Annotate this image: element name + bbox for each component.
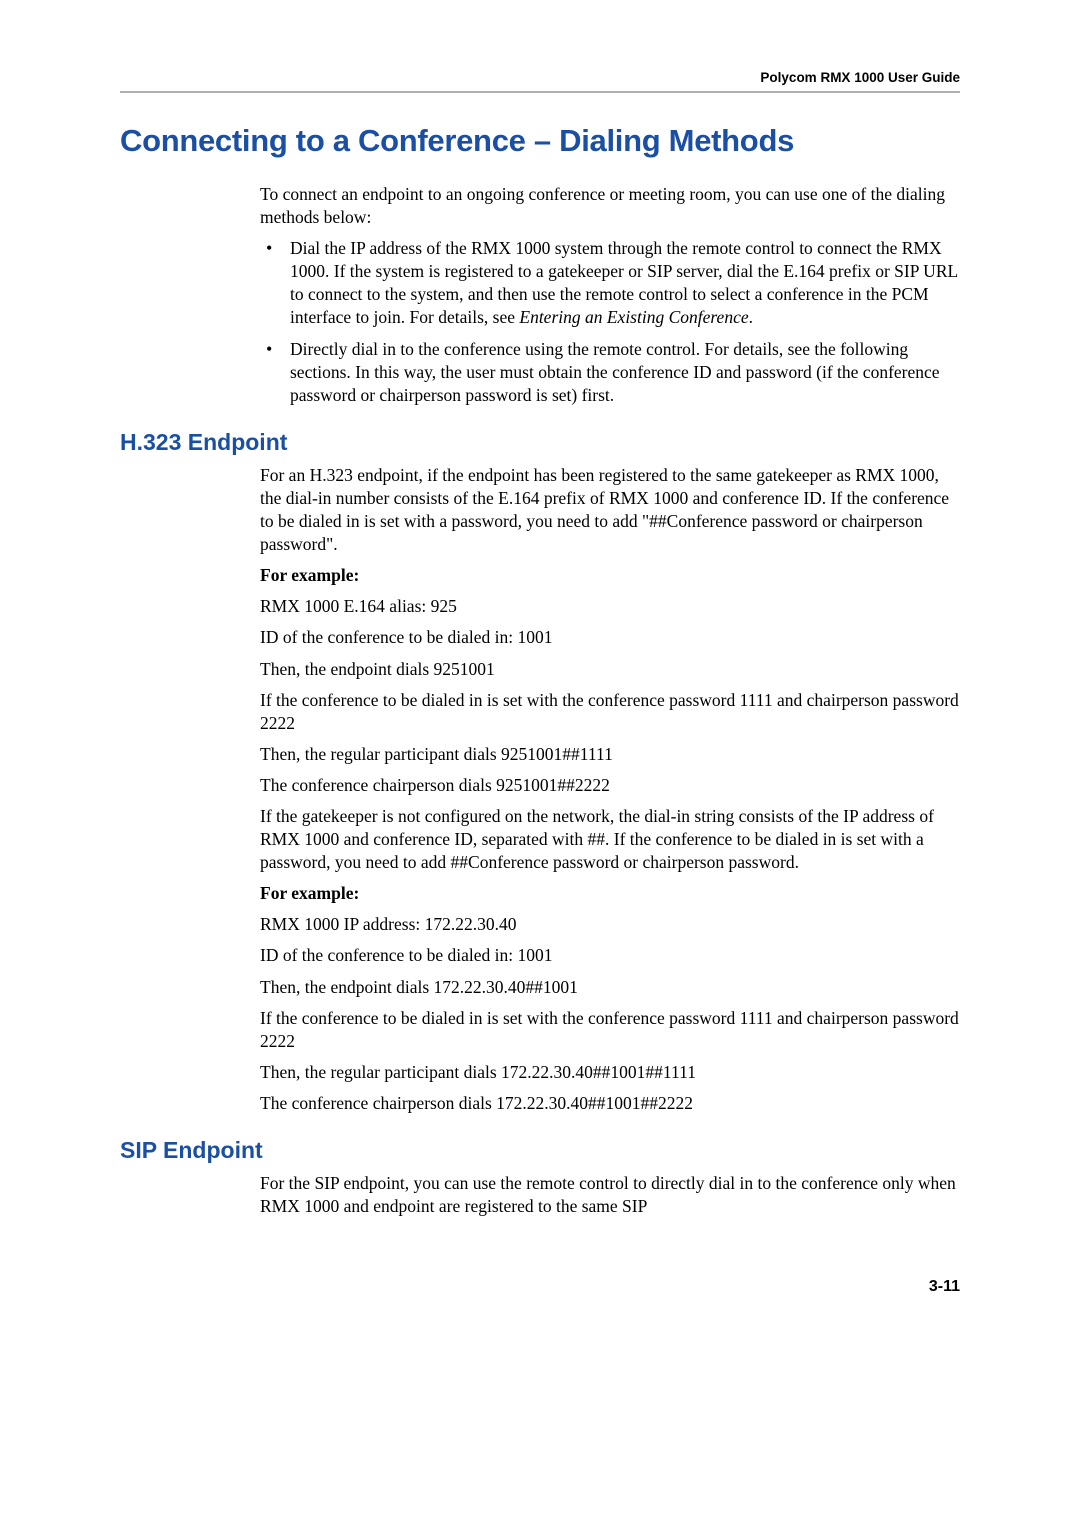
methods-list: Dial the IP address of the RMX 1000 syst… [260, 237, 960, 407]
example-line: RMX 1000 IP address: 172.22.30.40 [260, 913, 960, 936]
example-line: ID of the conference to be dialed in: 10… [260, 626, 960, 649]
example-label: For example: [260, 564, 960, 587]
example-line: If the conference to be dialed in is set… [260, 689, 960, 735]
example-line: Then, the regular participant dials 172.… [260, 1061, 960, 1084]
example-line: Then, the endpoint dials 172.22.30.40##1… [260, 976, 960, 999]
list-item: Directly dial in to the conference using… [260, 338, 960, 407]
example-line: The conference chairperson dials 172.22.… [260, 1092, 960, 1115]
h323-block: For an H.323 endpoint, if the endpoint h… [260, 464, 960, 1115]
example-line: Then, the regular participant dials 9251… [260, 743, 960, 766]
bullet1-text-part2: . [749, 307, 753, 327]
example-line: RMX 1000 E.164 alias: 925 [260, 595, 960, 618]
h323-no-gatekeeper: If the gatekeeper is not configured on t… [260, 805, 960, 874]
bullet1-reference: Entering an Existing Conference [519, 307, 748, 327]
example-label: For example: [260, 882, 960, 905]
example-line: ID of the conference to be dialed in: 10… [260, 944, 960, 967]
example-line: The conference chairperson dials 9251001… [260, 774, 960, 797]
page-title: Connecting to a Conference – Dialing Met… [120, 123, 960, 159]
example-line: Then, the endpoint dials 9251001 [260, 658, 960, 681]
intro-block: To connect an endpoint to an ongoing con… [260, 183, 960, 407]
list-item: Dial the IP address of the RMX 1000 syst… [260, 237, 960, 329]
h323-intro: For an H.323 endpoint, if the endpoint h… [260, 464, 960, 556]
sip-section-title: SIP Endpoint [120, 1137, 960, 1164]
intro-paragraph: To connect an endpoint to an ongoing con… [260, 183, 960, 229]
example-line: If the conference to be dialed in is set… [260, 1007, 960, 1053]
header-guide-label: Polycom RMX 1000 User Guide [120, 70, 960, 91]
sip-paragraph: For the SIP endpoint, you can use the re… [260, 1172, 960, 1218]
header-rule [120, 91, 960, 93]
h323-section-title: H.323 Endpoint [120, 429, 960, 456]
bullet2-text: Directly dial in to the conference using… [290, 339, 940, 405]
sip-block: For the SIP endpoint, you can use the re… [260, 1172, 960, 1218]
page-number: 3-11 [120, 1278, 960, 1296]
